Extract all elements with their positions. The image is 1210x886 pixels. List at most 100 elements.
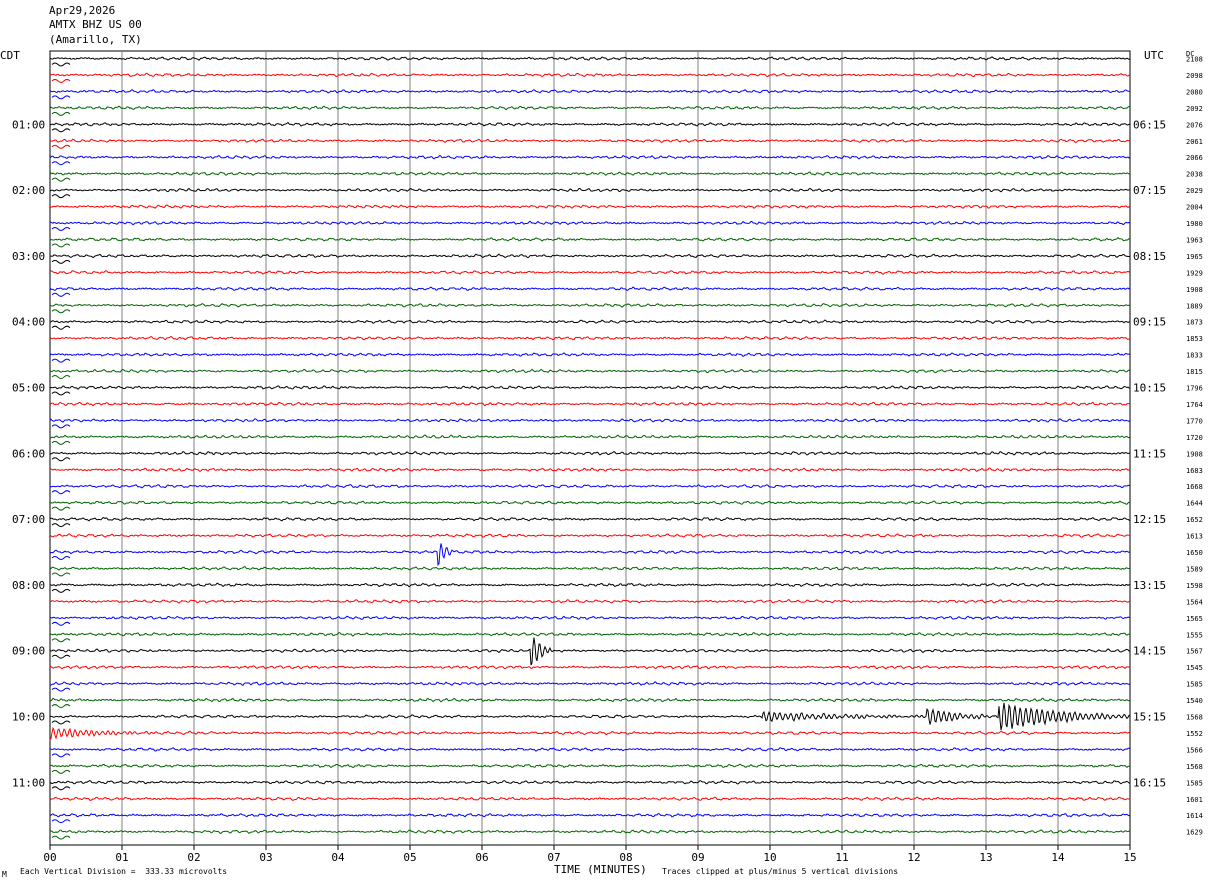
dc-value-label: 2066 xyxy=(1186,154,1203,162)
seismic-trace xyxy=(49,813,1131,818)
x-tick-label: 01 xyxy=(115,851,128,864)
trace-start-marker xyxy=(51,325,71,330)
dc-value-label: 1833 xyxy=(1186,352,1203,360)
seismic-trace xyxy=(49,599,1131,604)
trace-start-marker xyxy=(51,391,71,396)
dc-value-label: 2098 xyxy=(1186,72,1203,80)
seismic-trace xyxy=(49,204,1131,209)
trace-start-marker xyxy=(51,144,71,149)
dc-column-header: DC xyxy=(1186,50,1195,58)
trace-start-marker xyxy=(51,111,71,116)
dc-value-label: 1568 xyxy=(1186,714,1203,722)
trace-start-marker xyxy=(51,704,71,709)
dc-value-label: 2038 xyxy=(1186,171,1203,179)
dc-value-label: 1770 xyxy=(1186,417,1203,425)
trace-start-marker xyxy=(51,819,71,824)
record-date: Apr29,2026 xyxy=(49,4,116,17)
x-tick-label: 07 xyxy=(547,851,560,864)
seismic-trace xyxy=(49,418,1131,423)
dc-value-label: 1668 xyxy=(1186,483,1203,491)
dc-value-label: 2076 xyxy=(1186,121,1203,129)
left-hour-label: 03:00 xyxy=(12,250,45,263)
seismic-trace xyxy=(49,401,1131,407)
seismic-trace xyxy=(49,319,1131,325)
seismic-trace xyxy=(49,637,1131,666)
dc-value-label: 1614 xyxy=(1186,812,1203,820)
trace-start-marker xyxy=(51,78,71,83)
dc-value-label: 1613 xyxy=(1186,533,1203,541)
seismic-trace xyxy=(49,500,1131,505)
seismic-trace xyxy=(49,253,1131,259)
seismic-trace xyxy=(49,615,1131,621)
dc-value-label: 1598 xyxy=(1186,582,1203,590)
dc-value-label: 1889 xyxy=(1186,302,1203,310)
dc-value-label: 1567 xyxy=(1186,648,1203,656)
right-hour-label: 10:15 xyxy=(1133,382,1166,395)
trace-start-marker xyxy=(51,506,71,511)
seismic-trace xyxy=(49,582,1131,588)
trace-start-marker xyxy=(51,243,71,248)
seismic-trace xyxy=(49,335,1131,341)
dc-value-label: 1980 xyxy=(1186,220,1203,228)
trace-start-marker xyxy=(51,292,71,297)
dc-value-label: 2080 xyxy=(1186,88,1203,96)
trace-start-marker xyxy=(51,753,71,758)
seismic-trace xyxy=(49,829,1131,835)
x-tick-label: 05 xyxy=(403,851,416,864)
seismic-trace xyxy=(49,566,1131,571)
x-tick-label: 10 xyxy=(763,851,776,864)
seismic-trace xyxy=(49,697,1131,703)
dc-value-label: 1965 xyxy=(1186,253,1203,261)
x-tick-label: 15 xyxy=(1123,851,1136,864)
dc-value-label: 1908 xyxy=(1186,286,1203,294)
dc-value-label: 1720 xyxy=(1186,434,1203,442)
right-hour-label: 11:15 xyxy=(1133,447,1166,460)
dc-value-label: 1540 xyxy=(1186,697,1203,705)
seismic-trace xyxy=(49,434,1131,439)
trace-start-marker xyxy=(51,769,71,774)
left-hour-label: 09:00 xyxy=(12,645,45,658)
seismic-trace xyxy=(49,516,1131,522)
left-hour-label: 01:00 xyxy=(12,118,45,131)
trace-start-marker xyxy=(51,424,71,429)
clip-note: Traces clipped at plus/minus 5 vertical … xyxy=(662,867,899,876)
dc-value-label: 2108 xyxy=(1186,56,1203,64)
seismic-trace xyxy=(49,450,1131,456)
dc-value-label: 1650 xyxy=(1186,549,1203,557)
seismic-trace xyxy=(49,665,1131,670)
trace-start-marker xyxy=(51,523,71,528)
trace-start-marker xyxy=(51,638,71,643)
seismic-trace xyxy=(49,72,1131,78)
trace-start-marker xyxy=(51,621,71,626)
left-hour-label: 10:00 xyxy=(12,711,45,724)
seismic-trace xyxy=(49,385,1131,390)
trace-start-marker xyxy=(51,259,71,264)
seismic-trace xyxy=(49,286,1131,292)
left-hour-label: 04:00 xyxy=(12,316,45,329)
dc-value-label: 1764 xyxy=(1186,401,1203,409)
dc-value-label: 1545 xyxy=(1186,664,1203,672)
dc-value-label: 1555 xyxy=(1186,631,1203,639)
seismic-trace xyxy=(49,138,1131,143)
seismic-trace xyxy=(49,171,1131,176)
seismic-trace xyxy=(49,681,1131,686)
seismic-trace xyxy=(49,121,1131,127)
trace-start-marker xyxy=(51,95,71,100)
right-hour-label: 07:15 xyxy=(1133,184,1166,197)
trace-start-marker xyxy=(51,457,71,462)
dc-value-label: 1644 xyxy=(1186,500,1203,508)
trace-start-marker xyxy=(51,62,71,67)
x-tick-label: 04 xyxy=(331,851,345,864)
right-hour-label: 08:15 xyxy=(1133,250,1166,263)
trace-start-marker xyxy=(51,654,71,659)
dc-value-label: 1601 xyxy=(1186,796,1203,804)
dc-value-label: 1873 xyxy=(1186,319,1203,327)
left-hour-label: 05:00 xyxy=(12,382,45,395)
trace-start-marker xyxy=(51,194,71,199)
seismic-trace xyxy=(49,89,1131,94)
dc-value-label: 1565 xyxy=(1186,615,1203,623)
trace-start-marker xyxy=(51,556,71,560)
seismic-trace xyxy=(49,533,1131,538)
dc-value-label: 1929 xyxy=(1186,269,1203,277)
